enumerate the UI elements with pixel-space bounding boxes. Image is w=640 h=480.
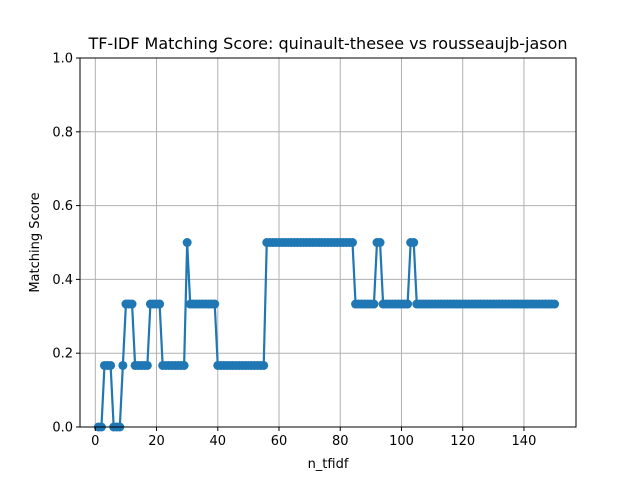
y-tick-label: 0.8 — [52, 125, 73, 140]
data-point — [409, 238, 419, 247]
y-tick-label: 0.4 — [52, 273, 73, 288]
y-tick-label: 0.6 — [52, 199, 73, 214]
data-point — [142, 360, 152, 370]
y-axis-label: Matching Score — [28, 192, 43, 292]
data-point — [550, 299, 560, 309]
y-tick-label: 0.2 — [52, 347, 73, 362]
x-tick-label: 120 — [450, 434, 475, 449]
data-point — [118, 360, 128, 370]
plot-frame — [79, 57, 577, 428]
data-point — [369, 299, 379, 309]
data-point — [210, 299, 220, 309]
series-line — [98, 241, 555, 429]
y-tick-label: 1.0 — [52, 52, 73, 67]
x-axis-label: n_tfidf — [308, 457, 349, 472]
data-point — [182, 238, 192, 247]
x-tick-label: 140 — [512, 434, 537, 449]
y-tick-label: 0.0 — [52, 421, 73, 436]
data-point — [403, 299, 413, 309]
data-point — [259, 360, 269, 370]
series-layer — [93, 238, 560, 432]
x-tick-label: 100 — [389, 434, 414, 449]
x-tick-label: 20 — [148, 434, 165, 449]
data-point — [155, 299, 165, 309]
x-tick-label: 40 — [210, 434, 227, 449]
data-point — [127, 299, 137, 309]
chart-title: TF-IDF Matching Score: quinault-thesee v… — [87, 34, 567, 53]
data-point — [106, 360, 116, 370]
data-point — [347, 238, 357, 247]
x-tick-label: 80 — [332, 434, 349, 449]
x-tick-label: 60 — [271, 434, 288, 449]
x-tick-label: 0 — [91, 434, 99, 449]
data-point — [179, 360, 189, 370]
tick-layer: 0 20 40 60 80 100 120 140 0.0 0.2 0.4 0.6 0.8 1.0 — [52, 52, 536, 450]
data-point — [375, 238, 385, 247]
